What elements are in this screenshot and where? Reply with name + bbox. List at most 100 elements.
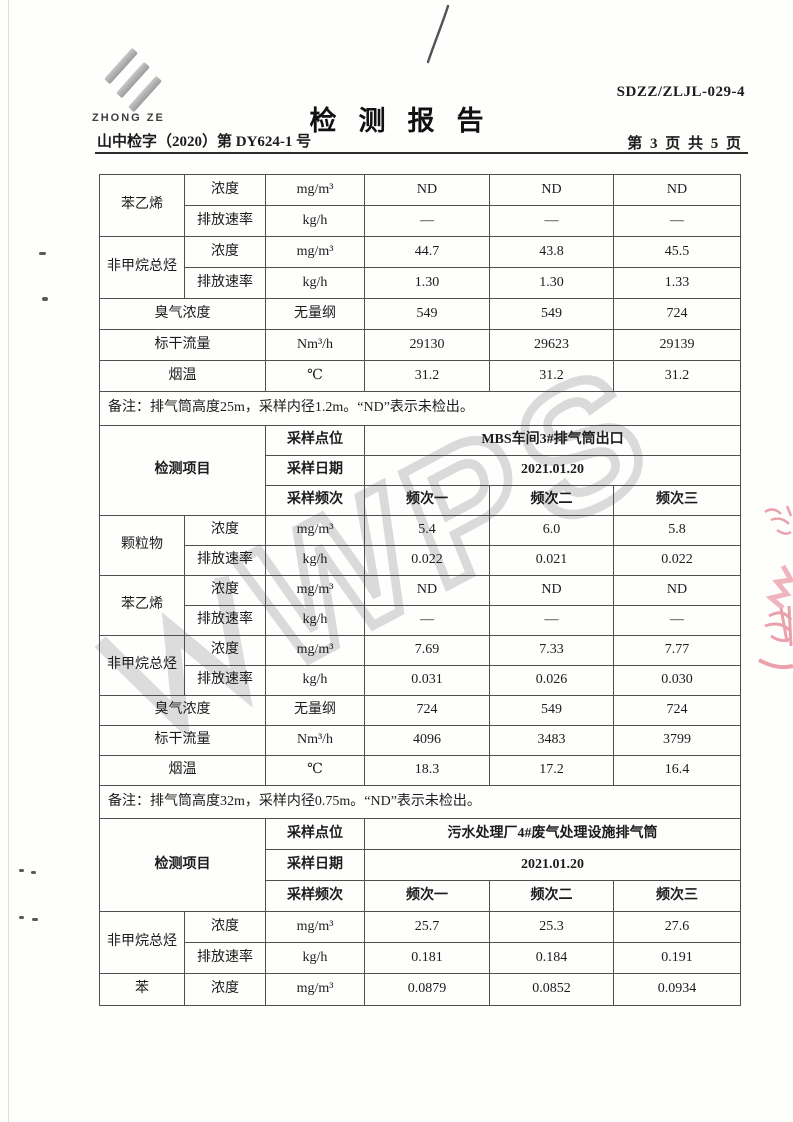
value-cell: ND [489,174,614,206]
value-cell: 29139 [613,329,741,361]
note-cell: 备注：排气筒高度25m，采样内径1.2m。“ND”表示未检出。 [99,391,741,426]
param-cell: 非甲烷总烃 [99,635,185,696]
section-title-cell: 检测项目 [99,818,266,912]
table-row: 采样日期 2021.01.20 [100,455,741,486]
value-cell: 5.8 [613,515,741,546]
value-cell: 45.5 [613,236,741,268]
value-cell: 3483 [489,725,614,756]
table-row: 苯 浓度 mg/m³ 0.0879 0.0852 0.0934 [99,973,742,1006]
sampling-date-cell: 2021.01.20 [363,849,742,881]
header-label-cell: 采样频次 [265,485,365,516]
value-cell: ND [613,575,741,606]
value-cell: ND [364,575,490,606]
param-cell: 苯乙烯 [99,174,185,237]
unit-cell: mg/m³ [265,236,365,268]
table-row: 标干流量 Nm³/h 29130 29623 29139 [99,329,741,361]
value-cell: — [613,205,741,237]
table-row: 排放速率 kg/h 0.031 0.026 0.030 [100,665,741,696]
value-cell: — [489,605,614,636]
value-cell: 31.2 [364,360,490,392]
measurement-table-mbs-stack: 检测项目 采样点位 MBS车间3#排气筒出口 采样日期 2021.01.20 采… [99,425,741,819]
header-label-cell: 采样日期 [265,849,365,881]
value-cell: 549 [489,695,614,726]
table-row: 烟温 ℃ 18.3 17.2 16.4 [99,755,741,786]
param-cell: 臭气浓度 [99,695,266,726]
scan-speck [32,918,38,921]
freq-header-cell: 频次二 [489,880,614,912]
header-label-cell: 采样点位 [265,425,365,456]
unit-cell: Nm³/h [265,329,365,361]
param-cell: 烟温 [99,755,266,786]
unit-cell: Nm³/h [265,725,365,756]
table-row: 非甲烷总烃 浓度 mg/m³ 7.69 7.33 7.77 [99,635,741,696]
table-row: 采样频次 频次一 频次二 频次三 [100,485,741,516]
unit-cell: kg/h [265,665,365,696]
metric-cell: 排放速率 [184,267,266,299]
value-cell: 0.191 [612,942,742,974]
value-cell: 5.4 [364,515,490,546]
sampling-point-cell: MBS车间3#排气筒出口 [364,425,741,456]
value-cell: 549 [489,298,614,330]
value-cell: 0.022 [613,545,741,576]
table-row: 非甲烷总烃 浓度 mg/m³ 25.7 25.3 27.6 [99,911,742,974]
param-cell: 颗粒物 [99,515,185,576]
value-cell: 724 [613,298,741,330]
value-cell: 25.7 [364,911,490,943]
metric-cell: 浓度 [184,635,266,666]
metric-cell: 浓度 [184,911,266,943]
freq-header-cell: 频次一 [364,880,490,912]
table-row: 采样频次 频次一 频次二 频次三 [100,880,742,912]
value-cell: — [613,605,741,636]
report-number: 山中检字（2020）第 DY624-1 号 [97,134,312,150]
metric-cell: 浓度 [184,236,266,268]
scan-speck [31,871,36,874]
unit-cell: 无量纲 [265,298,365,330]
value-cell: 44.7 [364,236,490,268]
unit-cell: kg/h [265,605,365,636]
value-cell: 3799 [613,725,741,756]
table-row: 检测项目 采样点位 MBS车间3#排气筒出口 [99,425,741,516]
value-cell: ND [364,174,490,206]
page-number-info: 第 3 页 共 5 页 [627,136,743,152]
table-row: 标干流量 Nm³/h 4096 3483 3799 [99,725,741,756]
metric-cell: 排放速率 [184,665,266,696]
value-cell: 1.30 [364,267,490,299]
value-cell: — [364,205,490,237]
unit-cell: mg/m³ [265,973,365,1006]
value-cell: 29130 [364,329,490,361]
table-row: 排放速率 kg/h 0.022 0.021 0.022 [100,545,741,576]
value-cell: 0.0934 [612,973,742,1006]
scan-speck [42,297,48,301]
value-cell: 0.022 [364,545,490,576]
header-label-cell: 采样点位 [265,818,365,850]
freq-header-cell: 频次三 [612,880,742,912]
table-row: 非甲烷总烃 浓度 mg/m³ 44.7 43.8 45.5 [99,236,741,299]
unit-cell: mg/m³ [265,515,365,546]
value-cell: 29623 [489,329,614,361]
value-cell: 0.0879 [364,973,490,1006]
scan-speck [19,916,24,919]
header-label-cell: 采样日期 [265,455,365,486]
measurement-table-continued: 苯乙烯 浓度 mg/m³ ND ND ND 排放速率 kg/h — — — 非甲… [99,174,741,426]
unit-cell: kg/h [265,545,365,576]
metric-cell: 排放速率 [184,605,266,636]
table-row: 排放速率 kg/h — — — [100,205,741,237]
param-cell: 苯 [99,973,185,1006]
unit-cell: kg/h [265,267,365,299]
table-row: 苯乙烯 浓度 mg/m³ ND ND ND [99,174,741,237]
value-cell: 7.69 [364,635,490,666]
value-cell: 25.3 [489,911,614,943]
value-cell: 0.031 [364,665,490,696]
metric-cell: 浓度 [184,174,266,206]
value-cell: 4096 [364,725,490,756]
value-cell: 0.030 [613,665,741,696]
measurement-table-wastewater-stack: 检测项目 采样点位 污水处理厂4#废气处理设施排气筒 采样日期 2021.01.… [99,818,742,1006]
value-cell: 0.0852 [489,973,614,1006]
metric-cell: 排放速率 [184,942,266,974]
table-row: 备注：排气筒高度32m，采样内径0.75m。“ND”表示未检出。 [99,785,741,819]
page-title: 检测报告 [309,106,506,136]
param-cell: 苯乙烯 [99,575,185,636]
table-row: 排放速率 kg/h 1.30 1.30 1.33 [100,267,741,299]
table-row: 颗粒物 浓度 mg/m³ 5.4 6.0 5.8 [99,515,741,576]
